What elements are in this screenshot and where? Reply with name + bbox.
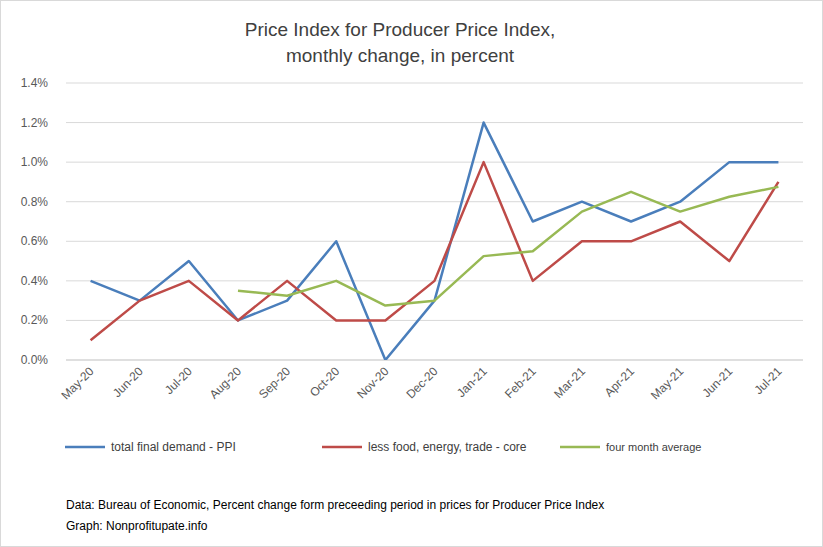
title: Price Index for Producer Price Index, [245, 19, 555, 40]
grid-line [66, 162, 803, 163]
series-line [91, 162, 779, 340]
y-tick-label: 1.4% [21, 76, 49, 90]
legend-swatch [65, 446, 105, 449]
x-tick-label: Jan-21 [454, 364, 490, 400]
x-tick-label: Jun-21 [700, 364, 736, 400]
x-tick-label: Mar-21 [551, 364, 588, 401]
y-tick-label: 0.4% [21, 274, 49, 288]
x-tick-label: May-20 [58, 364, 96, 402]
x-tick-label: May-21 [648, 364, 686, 402]
y-axis [66, 83, 67, 360]
chart: Price Index for Producer Price Index, mon… [0, 0, 823, 547]
source-note: Data: Bureau of Economic, Percent change… [66, 498, 604, 512]
x-tick-label: Dec-20 [403, 364, 440, 401]
x-tick-label: Jul-20 [162, 364, 195, 397]
y-tick-label: 1.0% [21, 155, 49, 169]
legend-label: total final demand - PPI [111, 440, 236, 454]
legend-label: four month average [606, 441, 701, 453]
y-tick-label: 0.0% [21, 353, 49, 367]
legend-swatch [322, 446, 362, 449]
y-tick-label: 0.2% [21, 313, 49, 327]
subtitle: monthly change, in percent [286, 45, 515, 66]
legend-swatch [560, 446, 600, 449]
x-tick-label: Nov-20 [354, 364, 391, 401]
x-tick-label: Aug-20 [207, 364, 244, 401]
x-tick-label: Jun-20 [110, 364, 146, 400]
grid-line [66, 241, 803, 242]
y-tick-label: 0.6% [21, 234, 49, 248]
x-tick-label: Oct-20 [307, 364, 343, 400]
plot-area [91, 123, 779, 360]
grid-line [66, 360, 803, 361]
y-tick-label: 0.8% [21, 195, 49, 209]
x-tick-label: Apr-21 [602, 364, 638, 400]
grid-line [66, 83, 803, 84]
y-tick-label: 1.2% [21, 116, 49, 130]
grid-line [66, 201, 803, 202]
grid-line [66, 122, 803, 123]
chart-border [1, 1, 823, 547]
legend-label: less food, energy, trade - core [368, 440, 527, 454]
x-tick-label: Feb-21 [502, 364, 539, 401]
series-line [238, 187, 778, 306]
x-tick-label: Jul-21 [752, 364, 785, 397]
x-tick-label: Sep-20 [256, 364, 293, 401]
series-line [91, 123, 779, 360]
grid-line [66, 320, 803, 321]
source-note: Graph: Nonprofitupate.info [66, 519, 208, 533]
